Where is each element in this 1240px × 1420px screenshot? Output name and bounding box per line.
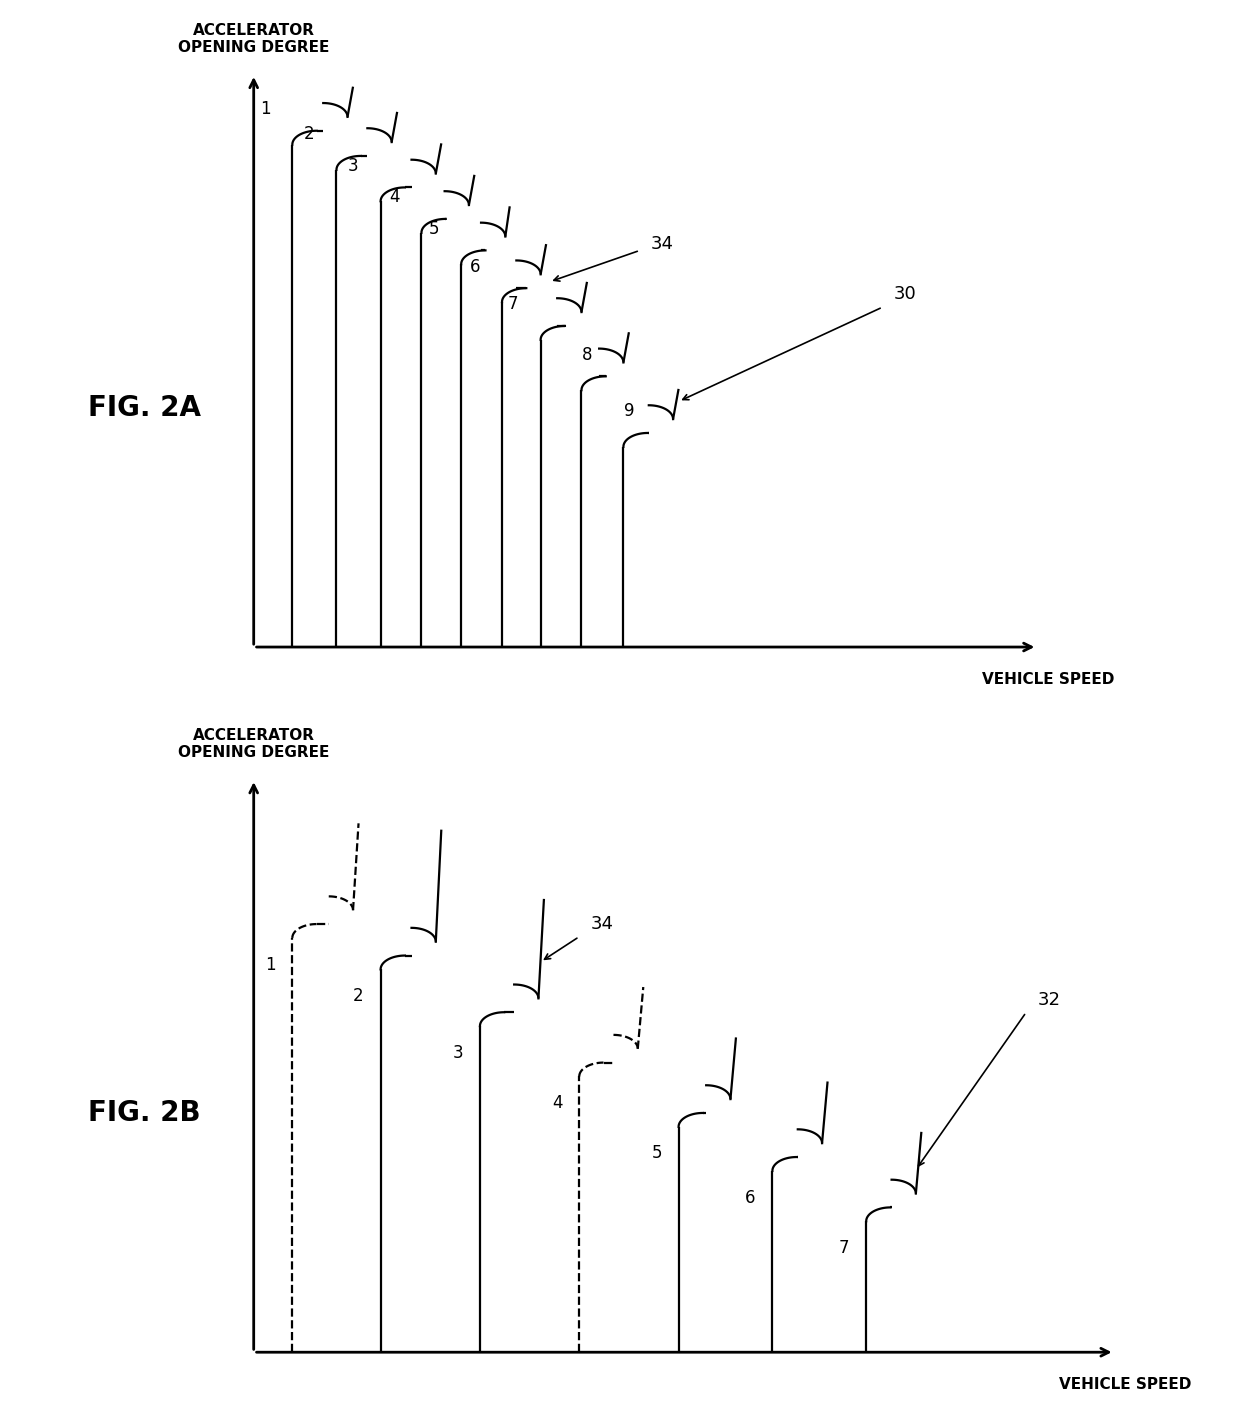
Text: 7: 7 [508,295,518,314]
Text: 1: 1 [265,956,275,974]
Text: 5: 5 [429,220,439,237]
Text: 1: 1 [259,101,270,118]
Text: 2: 2 [304,125,315,143]
Text: 6: 6 [470,257,480,275]
Text: FIG. 2B: FIG. 2B [88,1099,201,1127]
Text: 32: 32 [1037,991,1060,1008]
Text: 4: 4 [552,1093,563,1112]
Text: VEHICLE SPEED: VEHICLE SPEED [982,672,1115,687]
Text: 9: 9 [624,402,635,420]
Text: 6: 6 [745,1189,755,1207]
Text: VEHICLE SPEED: VEHICLE SPEED [1059,1377,1192,1393]
Text: ACCELERATOR
OPENING DEGREE: ACCELERATOR OPENING DEGREE [179,23,330,55]
Text: 3: 3 [453,1044,464,1062]
Text: 5: 5 [651,1145,662,1163]
Text: 34: 34 [651,236,675,253]
Text: 3: 3 [348,156,358,175]
Text: 2: 2 [353,987,363,1005]
Text: FIG. 2A: FIG. 2A [88,393,201,422]
Text: 34: 34 [590,914,614,933]
Text: 30: 30 [894,285,916,304]
Text: ACCELERATOR
OPENING DEGREE: ACCELERATOR OPENING DEGREE [179,728,330,760]
Text: 7: 7 [839,1238,849,1257]
Text: 4: 4 [389,189,399,206]
Text: 8: 8 [582,345,593,364]
